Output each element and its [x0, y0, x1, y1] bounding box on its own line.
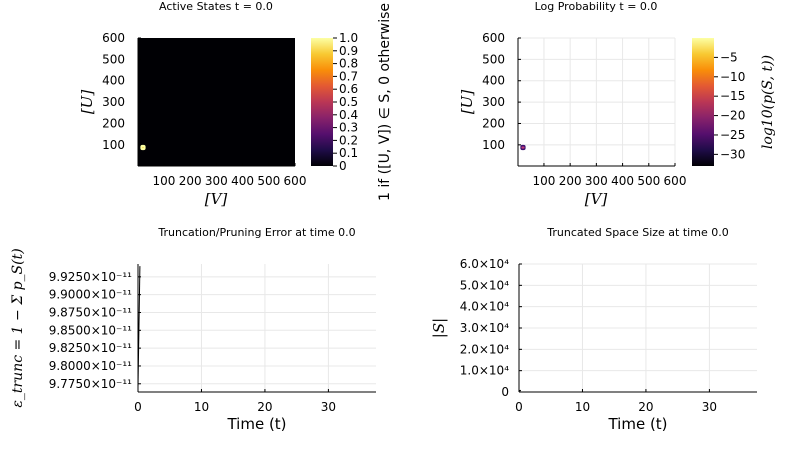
- active-states-x-tick-label: 500: [257, 174, 280, 188]
- active-states-title: Active States t = 0.0: [159, 0, 273, 13]
- truncation-error-x-tick-label: 0: [134, 400, 142, 414]
- truncation-error-x-tick-label: 10: [194, 400, 209, 414]
- space-size-y-tick-label: 1.0×10⁴: [460, 364, 509, 378]
- log-probability-x-tick-label: 200: [559, 174, 582, 188]
- space-size-y-tick-label: 5.0×10⁴: [460, 278, 509, 292]
- space-size-y-tick-label: 4.0×10⁴: [460, 300, 509, 314]
- log-probability-x-tick-label: 100: [532, 174, 555, 188]
- truncation-error-x-tick-label: 30: [321, 400, 336, 414]
- active-states-y-tick-label: 300: [102, 95, 125, 109]
- space-size-y-tick-label: 2.0×10⁴: [460, 342, 509, 356]
- space-size-x-tick-label: 0: [515, 400, 523, 414]
- log-probability-colorbar-tick-label: −20: [720, 109, 745, 123]
- active-states-x-tick-label: 100: [152, 174, 175, 188]
- log-probability-y-tick-label: 200: [482, 116, 505, 130]
- log-probability-y-tick-label: 600: [482, 31, 505, 45]
- log-probability-y-tick-label: 500: [482, 52, 505, 66]
- active-states-colorbar-tick-label: 0.1: [339, 146, 358, 160]
- space-size-title: Truncated Space Size at time 0.0: [546, 226, 728, 239]
- active-states-x-tick-label: 300: [205, 174, 228, 188]
- truncation-error-y-tick-label: 9.8750×10⁻¹¹: [49, 305, 132, 319]
- active-states-colorbar-label: 1 if ([U, V]) ∈ S, 0 otherwise: [377, 3, 393, 201]
- truncation-error-x-label: Time (t): [226, 415, 286, 433]
- truncation-error-y-tick-label: 9.7750×10⁻¹¹: [49, 377, 132, 391]
- truncation-error-title: Truncation/Pruning Error at time 0.0: [157, 226, 355, 239]
- log-probability-x-tick-label: 500: [637, 174, 660, 188]
- log-probability-colorbar-tick-label: −10: [720, 70, 745, 84]
- active-states-colorbar-tick-label: 0.8: [339, 57, 358, 71]
- truncation-error-y-tick-label: 9.9250×10⁻¹¹: [49, 270, 132, 284]
- space-size-y-tick-label: 0: [501, 385, 509, 399]
- log-probability-x-label: [V]: [585, 190, 608, 208]
- log-probability-x-tick-label: 300: [585, 174, 608, 188]
- log-probability-colorbar: [692, 38, 714, 166]
- active-states-colorbar-tick-label: 0.7: [339, 69, 358, 83]
- active-states-colorbar-tick-label: 0.5: [339, 95, 358, 109]
- space-size-x-label: Time (t): [607, 415, 667, 433]
- active-states-y-tick-label: 500: [102, 52, 125, 66]
- active-states-colorbar-tick-label: 1.0: [339, 31, 358, 45]
- active-states-colorbar: [311, 38, 333, 166]
- space-size-x-tick-label: 20: [638, 400, 653, 414]
- truncation-error-x-tick-label: 20: [257, 400, 272, 414]
- log-probability-colorbar-tick-label: −30: [720, 147, 745, 161]
- active-states-colorbar-tick-label: 0: [339, 159, 347, 173]
- active-states-x-label: [V]: [205, 190, 228, 208]
- truncation-error-y-tick-label: 9.9000×10⁻¹¹: [49, 288, 132, 302]
- truncation-error-y-tick-label: 9.8000×10⁻¹¹: [49, 359, 132, 373]
- space-size-x-tick-label: 30: [702, 400, 717, 414]
- space-size-y-tick-label: 3.0×10⁴: [460, 321, 509, 335]
- active-states-x-tick-label: 200: [179, 174, 202, 188]
- space-size-x-tick-label: 10: [575, 400, 590, 414]
- active-states-cell-core: [142, 147, 143, 148]
- active-states-y-tick-label: 200: [102, 116, 125, 130]
- panel-space-size: Truncated Space Size at time 0.0 0 10 20 30…: [430, 226, 757, 433]
- active-states-y-tick-label: 600: [102, 31, 125, 45]
- log-probability-cell-mid: [521, 146, 524, 148]
- space-size-y-label: |S|: [430, 318, 448, 338]
- active-states-colorbar-tick-label: 0.6: [339, 82, 358, 96]
- log-probability-y-tick-label: 400: [482, 74, 505, 88]
- active-states-background: [138, 38, 295, 166]
- log-probability-colorbar-tick-label: −5: [720, 50, 738, 64]
- active-states-colorbar-tick-label: 0.9: [339, 44, 358, 58]
- active-states-colorbar-tick-label: 0.4: [339, 108, 358, 122]
- space-size-y-tick-label: 6.0×10⁴: [460, 257, 509, 271]
- log-probability-x-tick-label: 400: [611, 174, 634, 188]
- active-states-y-tick-label: 400: [102, 74, 125, 88]
- log-probability-title: Log Probability t = 0.0: [535, 0, 658, 13]
- truncation-error-y-tick-label: 9.8500×10⁻¹¹: [49, 323, 132, 337]
- log-probability-x-tick-label: 600: [664, 174, 687, 188]
- active-states-y-tick-label: 100: [102, 138, 125, 152]
- panel-truncation-error: Truncation/Pruning Error at time 0.0 0 10…: [10, 226, 376, 433]
- active-states-x-tick-label: 400: [231, 174, 254, 188]
- active-states-colorbar-tick-label: 0.2: [339, 133, 358, 147]
- active-states-y-label: [U]: [78, 90, 96, 114]
- log-probability-colorbar-tick-label: −25: [720, 128, 745, 142]
- active-states-x-tick-label: 600: [284, 174, 307, 188]
- log-probability-y-tick-label: 100: [482, 138, 505, 152]
- log-probability-y-label: [U]: [458, 90, 476, 114]
- truncation-error-y-tick-label: 9.8250×10⁻¹¹: [49, 341, 132, 355]
- active-states-colorbar-tick-label: 0.3: [339, 121, 358, 135]
- log-probability-y-tick-label: 300: [482, 95, 505, 109]
- truncation-error-y-label: ε_trunc = 1 − Σ p_S(t): [10, 248, 26, 407]
- log-probability-colorbar-label: log10(p(S, t)): [760, 55, 776, 149]
- log-probability-colorbar-tick-label: −15: [720, 89, 745, 103]
